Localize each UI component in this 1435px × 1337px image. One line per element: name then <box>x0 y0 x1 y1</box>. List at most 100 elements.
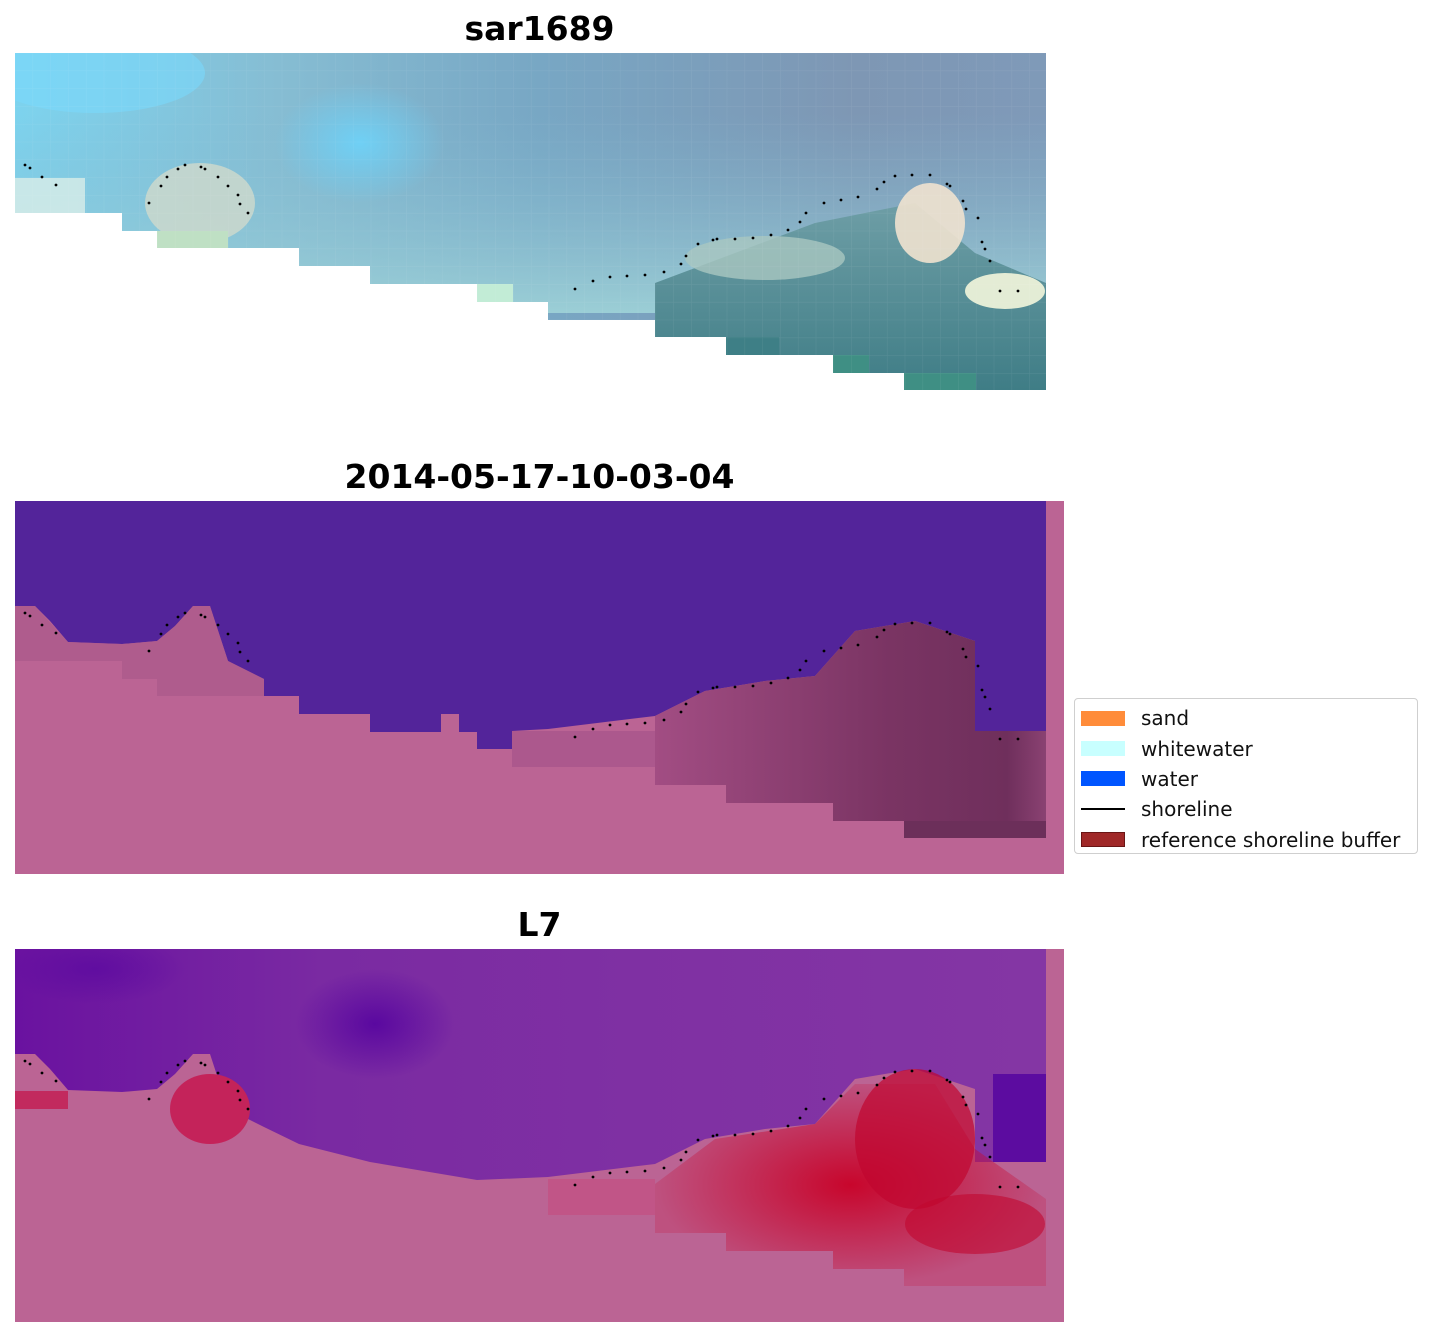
shoreline-dot <box>875 635 879 639</box>
shoreline-dot <box>998 1185 1002 1189</box>
shoreline-dots <box>23 611 1020 741</box>
shoreline-dot <box>608 275 612 279</box>
shoreline-dot <box>176 167 180 171</box>
shoreline-dot <box>23 611 27 615</box>
shoreline-dot <box>147 1097 151 1101</box>
legend-item-water: water <box>1081 764 1411 794</box>
shoreline-dot <box>964 207 968 211</box>
legend-swatch-water <box>1081 771 1125 787</box>
shoreline-dot <box>203 167 207 171</box>
shoreline-dot <box>696 1138 700 1142</box>
index-panel <box>15 949 1064 1322</box>
shoreline-dot <box>976 664 980 668</box>
shoreline-dot <box>662 270 666 274</box>
shoreline-dot <box>839 1094 843 1098</box>
shoreline-dot <box>983 1143 987 1147</box>
shoreline-dot <box>983 695 987 699</box>
shoreline-dot <box>236 1089 240 1093</box>
shoreline-dot <box>183 163 187 167</box>
shoreline-dot <box>976 216 980 220</box>
shoreline-dot <box>948 184 952 188</box>
legend-label: shoreline <box>1141 797 1233 822</box>
shoreline-dot <box>679 262 683 266</box>
shoreline-dots <box>23 163 1020 293</box>
shoreline-dot <box>711 1134 715 1138</box>
shoreline-dot <box>980 688 984 692</box>
shoreline-dot <box>625 722 629 726</box>
shoreline-dot <box>679 1158 683 1162</box>
legend-item-whitewater: whitewater <box>1081 733 1411 763</box>
panel-title-rgb: sar1689 <box>464 9 615 48</box>
shoreline-dot <box>238 202 242 206</box>
shoreline-dot <box>786 676 790 680</box>
shoreline-dot <box>662 1166 666 1170</box>
shoreline-dot <box>28 1062 32 1066</box>
legend-item-buffer: reference shoreline buffer <box>1081 825 1411 855</box>
shoreline-dot <box>822 1097 826 1101</box>
shoreline-dot <box>733 685 737 689</box>
rgb-image-panel <box>15 53 1064 390</box>
panel-title-classification: 2014-05-17-10-03-04 <box>344 457 735 496</box>
shoreline-dot <box>28 166 32 170</box>
shoreline-dot <box>893 174 897 178</box>
shoreline-dot <box>608 1171 612 1175</box>
shoreline-dot <box>203 615 207 619</box>
shoreline-dot <box>882 180 886 184</box>
legend-label: sand <box>1141 706 1190 731</box>
shoreline-dot <box>246 1107 250 1111</box>
shoreline-dot <box>964 655 968 659</box>
shoreline-dot <box>591 279 595 283</box>
shoreline-dot <box>804 211 808 215</box>
shoreline-dot <box>928 173 932 177</box>
shoreline-dot <box>40 1071 44 1075</box>
shoreline-dot <box>54 631 58 635</box>
shoreline-dot <box>684 254 688 258</box>
shoreline-dot <box>998 289 1002 293</box>
shoreline-dot <box>159 632 163 636</box>
shoreline-dot <box>733 237 737 241</box>
panel-title-index: L7 <box>517 905 562 944</box>
shoreline-dot <box>684 702 688 706</box>
shoreline-dot <box>608 723 612 727</box>
shoreline-dot <box>54 1079 58 1083</box>
shoreline-dot <box>751 684 755 688</box>
shoreline-dot <box>159 1080 163 1084</box>
shoreline-dot <box>945 630 949 634</box>
shoreline-dot <box>23 1059 27 1063</box>
shoreline-dot <box>988 259 992 263</box>
shoreline-dot <box>28 614 32 618</box>
shoreline-dot <box>798 1116 802 1120</box>
shoreline-dot <box>945 1078 949 1082</box>
legend-label: whitewater <box>1141 736 1253 761</box>
shoreline-dot <box>910 173 914 177</box>
shoreline-dot <box>964 1103 968 1107</box>
shoreline-dot <box>839 646 843 650</box>
shoreline-dot <box>147 201 151 205</box>
shoreline-dot <box>591 1175 595 1179</box>
shoreline-dot <box>573 735 577 739</box>
shoreline-dot <box>183 611 187 615</box>
shoreline-dot <box>822 201 826 205</box>
shoreline-dot <box>226 632 230 636</box>
shoreline-dot <box>715 1133 719 1137</box>
shoreline-dot <box>751 1132 755 1136</box>
shoreline-dot <box>875 187 879 191</box>
shoreline-dot <box>988 707 992 711</box>
shoreline-dot <box>980 1136 984 1140</box>
shoreline-dot <box>910 1069 914 1073</box>
shoreline-dot <box>573 287 577 291</box>
shoreline-dot <box>696 690 700 694</box>
shoreline-dot <box>165 623 169 627</box>
shoreline-dots <box>23 1059 1020 1189</box>
shoreline-dot <box>769 233 773 237</box>
shoreline-dot <box>928 621 932 625</box>
shoreline-dot <box>216 1071 220 1075</box>
shoreline-dot <box>176 1063 180 1067</box>
shoreline-dot <box>1016 289 1020 293</box>
shoreline-dot <box>961 1095 965 1099</box>
shoreline-dot <box>961 199 965 203</box>
shoreline-dot <box>910 621 914 625</box>
shoreline-dot <box>246 659 250 663</box>
classification-panel <box>15 501 1064 874</box>
shoreline-dot <box>983 247 987 251</box>
